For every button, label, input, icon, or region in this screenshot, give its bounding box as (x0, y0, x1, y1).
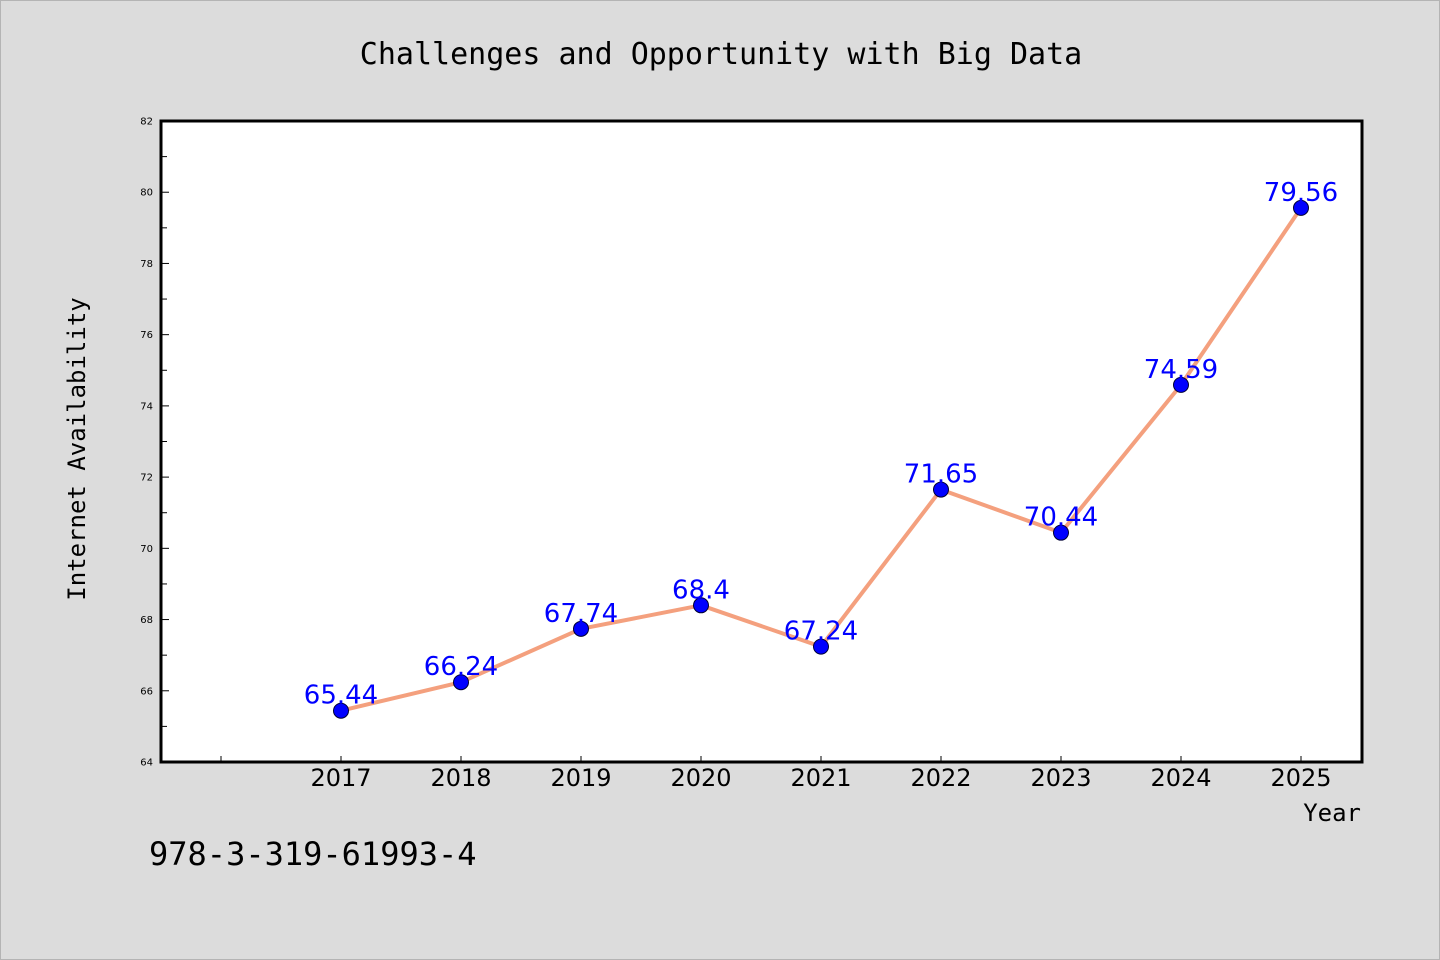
x-tick-label: 2024 (1150, 764, 1211, 792)
y-tick-label: 72 (140, 473, 153, 484)
data-label: 71.65 (904, 460, 978, 490)
chart-title: Challenges and Opportunity with Big Data (360, 37, 1082, 72)
data-label: 74.59 (1144, 355, 1218, 385)
y-axis: 64 66 68 70 72 74 76 78 80 82 (140, 117, 169, 769)
y-tick-label: 76 (140, 330, 153, 341)
data-label: 68.4 (672, 575, 730, 605)
x-tick-label: 2025 (1270, 764, 1331, 792)
x-tick-label: 2018 (430, 764, 491, 792)
x-tick-label: 2020 (670, 764, 731, 792)
data-point (813, 638, 829, 655)
x-axis-label: Year (1303, 799, 1361, 827)
data-point (693, 597, 709, 614)
y-tick-label: 66 (140, 686, 153, 697)
isbn-text: 978-3-319-61993-4 (149, 835, 477, 873)
y-tick-label: 68 (140, 615, 153, 626)
data-point (333, 702, 349, 719)
x-tick-label: 2022 (910, 764, 971, 792)
data-label: 66.24 (424, 652, 498, 682)
y-tick-label: 70 (140, 544, 153, 555)
data-label: 70.44 (1024, 503, 1098, 533)
data-labels-group: 65.44 66.24 67.74 68.4 67.24 71.65 70.44 74.59 7… (304, 178, 1338, 711)
y-axis-label: Internet Availability (63, 297, 91, 600)
data-label: 65.44 (304, 681, 378, 711)
x-tick-label: 2023 (1030, 764, 1091, 792)
data-point (573, 620, 589, 637)
data-point (1053, 524, 1069, 541)
plot-area (159, 119, 1364, 764)
data-label: 79.56 (1264, 178, 1338, 208)
data-point (1173, 376, 1189, 393)
y-tick-label: 82 (140, 117, 153, 128)
data-point (933, 481, 949, 498)
series-line-group (333, 199, 1309, 719)
y-tick-label: 80 (140, 188, 153, 199)
x-tick-label: 2017 (310, 764, 371, 792)
data-label: 67.24 (784, 617, 858, 647)
x-tick-label: 2021 (790, 764, 851, 792)
data-label: 67.74 (544, 599, 618, 629)
x-axis: 2017 2018 2019 2020 2021 2022 2023 2024 2025 (220, 756, 1332, 792)
x-tick-label: 2019 (550, 764, 611, 792)
y-tick-label: 74 (140, 401, 153, 412)
y-tick-label: 64 (140, 758, 153, 769)
data-point (453, 674, 469, 691)
data-point (1293, 199, 1309, 216)
y-tick-label: 78 (140, 259, 153, 270)
